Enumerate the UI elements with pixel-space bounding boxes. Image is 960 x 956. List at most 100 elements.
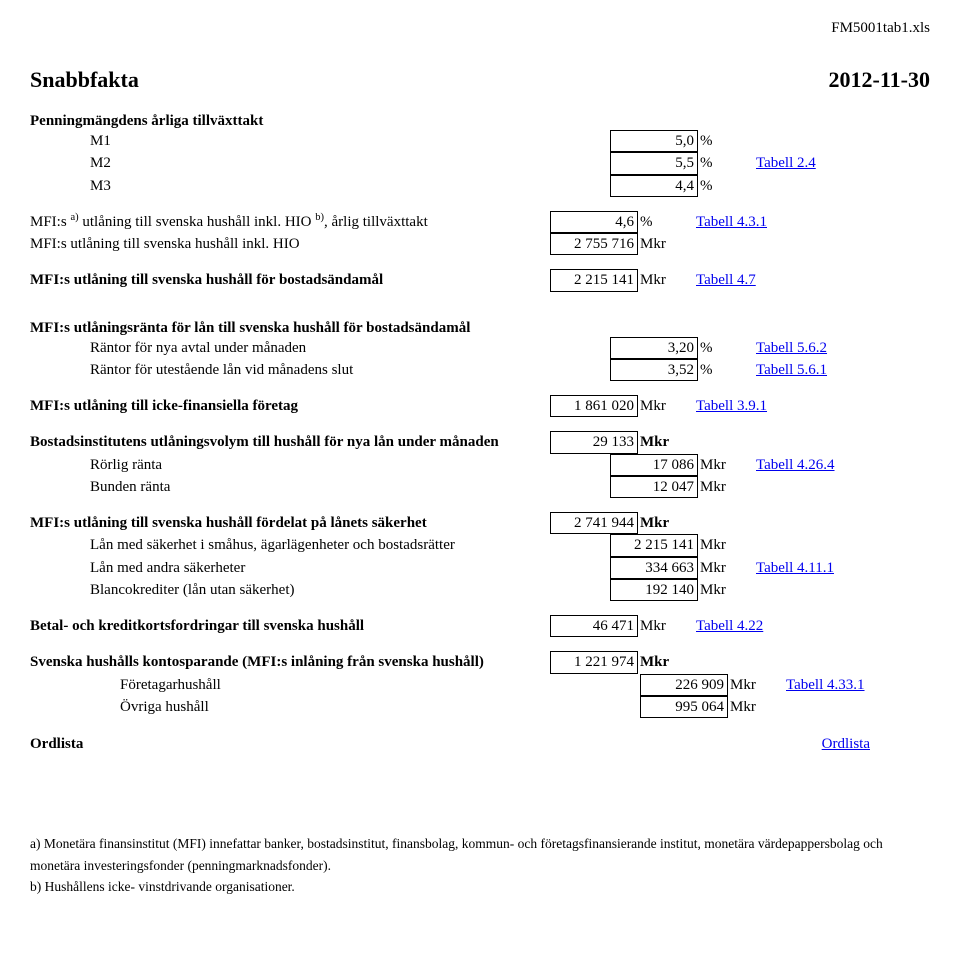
unit-sakerhet-2: Mkr [700, 558, 740, 578]
unit-rorlig: Mkr [700, 455, 740, 475]
value-sakerhet-1: 2 215 141 [610, 534, 698, 556]
label-mfi-hio-2: MFI:s utlåning till svenska hushåll inkl… [30, 234, 550, 254]
sup-b: b) [315, 212, 324, 223]
value-mfi-hio-2: 2 755 716 [550, 233, 638, 255]
unit-ovriga: Mkr [730, 697, 770, 717]
row-ovriga: Övriga hushåll 995 064 Mkr [30, 696, 930, 718]
link-tabell-4-33-1[interactable]: Tabell 4.33.1 [770, 675, 896, 695]
link-tabell-5-6-2[interactable]: Tabell 5.6.2 [740, 338, 866, 358]
unit-m3: % [700, 176, 740, 196]
label-ickefin: MFI:s utlåning till icke-finansiella för… [30, 396, 550, 416]
unit-bostad: Mkr [640, 270, 680, 290]
value-kontospar-total: 1 221 974 [550, 651, 638, 673]
unit-kontospar-total: Mkr [640, 652, 680, 672]
row-foretag: Företagarhushåll 226 909 Mkr Tabell 4.33… [30, 674, 930, 696]
link-tabell-4-7[interactable]: Tabell 4.7 [680, 270, 806, 290]
row-sakerhet-1: Lån med säkerhet i småhus, ägarlägenhete… [30, 534, 930, 556]
row-rorlig: Rörlig ränta 17 086 Mkr Tabell 4.26.4 [30, 454, 930, 476]
unit-m2: % [700, 153, 740, 173]
footnotes: a) Monetära finansinstitut (MFI) innefat… [30, 833, 930, 898]
row-ranta-1: Räntor för nya avtal under månaden 3,20 … [30, 337, 930, 359]
sup-a: a) [70, 212, 78, 223]
unit-mfi-hio-1: % [640, 212, 680, 232]
label-rorlig: Rörlig ränta [30, 455, 610, 475]
label-mfi-hio-1: MFI:s a) utlåning till svenska hushåll i… [30, 211, 550, 232]
title-row: Snabbfakta 2012-11-30 [30, 67, 930, 93]
row-sakerhet-total: MFI:s utlåning till svenska hushåll förd… [30, 512, 930, 534]
txt: , årlig tillväxttakt [324, 214, 428, 230]
unit-mfi-hio-2: Mkr [640, 234, 680, 254]
link-tabell-4-11-1[interactable]: Tabell 4.11.1 [740, 558, 866, 578]
unit-bunden: Mkr [700, 477, 740, 497]
value-ickefin: 1 861 020 [550, 395, 638, 417]
label-sakerhet-1: Lån med säkerhet i småhus, ägarlägenhete… [30, 535, 610, 555]
row-bunden: Bunden ränta 12 047 Mkr [30, 476, 930, 498]
row-bostadsinst-total: Bostadsinstitutens utlåningsvolym till h… [30, 431, 930, 453]
value-foretag: 226 909 [640, 674, 728, 696]
value-m3: 4,4 [610, 175, 698, 197]
unit-ickefin: Mkr [640, 396, 680, 416]
link-tabell-3-9-1[interactable]: Tabell 3.9.1 [680, 396, 806, 416]
label-sakerhet-3: Blancokrediter (lån utan säkerhet) [30, 580, 610, 600]
row-m2: M2 5,5 % Tabell 2.4 [30, 152, 930, 174]
value-ranta-2: 3,52 [610, 359, 698, 381]
value-betalkort: 46 471 [550, 615, 638, 637]
unit-m1: % [700, 131, 740, 151]
value-sakerhet-2: 334 663 [610, 557, 698, 579]
row-ickefin: MFI:s utlåning till icke-finansiella för… [30, 395, 930, 417]
link-tabell-4-26-4[interactable]: Tabell 4.26.4 [740, 455, 866, 475]
ordlista-label: Ordlista [30, 736, 83, 753]
value-m2: 5,5 [610, 152, 698, 174]
footnote-b: b) Hushållens icke- vinstdrivande organi… [30, 876, 930, 898]
link-tabell-4-22[interactable]: Tabell 4.22 [680, 616, 806, 636]
txt: utlåning till svenska hushåll inkl. HIO [79, 214, 316, 230]
row-m1: M1 5,0 % [30, 130, 930, 152]
link-tabell-5-6-1[interactable]: Tabell 5.6.1 [740, 360, 866, 380]
link-tabell-4-3-1[interactable]: Tabell 4.3.1 [680, 212, 806, 232]
label-ovriga: Övriga hushåll [30, 697, 640, 717]
heading-bostadsinst: Bostadsinstitutens utlåningsvolym till h… [30, 432, 550, 452]
label-m3: M3 [30, 176, 610, 196]
value-bostad: 2 215 141 [550, 269, 638, 291]
ordlista-link[interactable]: Ordlista [822, 736, 930, 753]
unit-ranta-1: % [700, 338, 740, 358]
label-betalkort: Betal- och kreditkortsfordringar till sv… [30, 616, 550, 636]
label-bunden: Bunden ränta [30, 477, 610, 497]
txt: MFI:s [30, 214, 70, 230]
label-sakerhet-2: Lån med andra säkerheter [30, 558, 610, 578]
unit-betalkort: Mkr [640, 616, 680, 636]
value-m1: 5,0 [610, 130, 698, 152]
row-mfi-hio-1: MFI:s a) utlåning till svenska hushåll i… [30, 211, 930, 233]
page-date: 2012-11-30 [829, 67, 930, 93]
value-sakerhet-3: 192 140 [610, 579, 698, 601]
unit-sakerhet-3: Mkr [700, 580, 740, 600]
unit-ranta-2: % [700, 360, 740, 380]
label-m2: M2 [30, 153, 610, 173]
link-tabell-2-4[interactable]: Tabell 2.4 [740, 153, 866, 173]
row-sakerhet-3: Blancokrediter (lån utan säkerhet) 192 1… [30, 579, 930, 601]
row-ranta-2: Räntor för utestående lån vid månadens s… [30, 359, 930, 381]
row-kontospar-total: Svenska hushålls kontosparande (MFI:s in… [30, 651, 930, 673]
row-mfi-hio-2: MFI:s utlåning till svenska hushåll inkl… [30, 233, 930, 255]
label-foretag: Företagarhushåll [30, 675, 640, 695]
unit-sakerhet-total: Mkr [640, 513, 680, 533]
row-bostad: MFI:s utlåning till svenska hushåll för … [30, 269, 930, 291]
value-rorlig: 17 086 [610, 454, 698, 476]
heading-kontospar: Svenska hushålls kontosparande (MFI:s in… [30, 652, 550, 672]
value-sakerhet-total: 2 741 944 [550, 512, 638, 534]
heading-sakerhet: MFI:s utlåning till svenska hushåll förd… [30, 513, 550, 533]
value-ranta-1: 3,20 [610, 337, 698, 359]
row-betalkort: Betal- och kreditkortsfordringar till sv… [30, 615, 930, 637]
page-title: Snabbfakta [30, 67, 139, 93]
label-ranta-1: Räntor för nya avtal under månaden [30, 338, 610, 358]
label-bostad: MFI:s utlåning till svenska hushåll för … [30, 270, 550, 290]
heading-ranta: MFI:s utlåningsränta för lån till svensk… [30, 320, 930, 337]
heading-penning: Penningmängdens årliga tillväxttakt [30, 113, 930, 130]
value-bunden: 12 047 [610, 476, 698, 498]
ordlista-row: Ordlista Ordlista [30, 736, 930, 753]
value-bostadsinst-total: 29 133 [550, 431, 638, 453]
row-sakerhet-2: Lån med andra säkerheter 334 663 Mkr Tab… [30, 557, 930, 579]
unit-sakerhet-1: Mkr [700, 535, 740, 555]
unit-bostadsinst-total: Mkr [640, 432, 680, 452]
row-m3: M3 4,4 % [30, 175, 930, 197]
